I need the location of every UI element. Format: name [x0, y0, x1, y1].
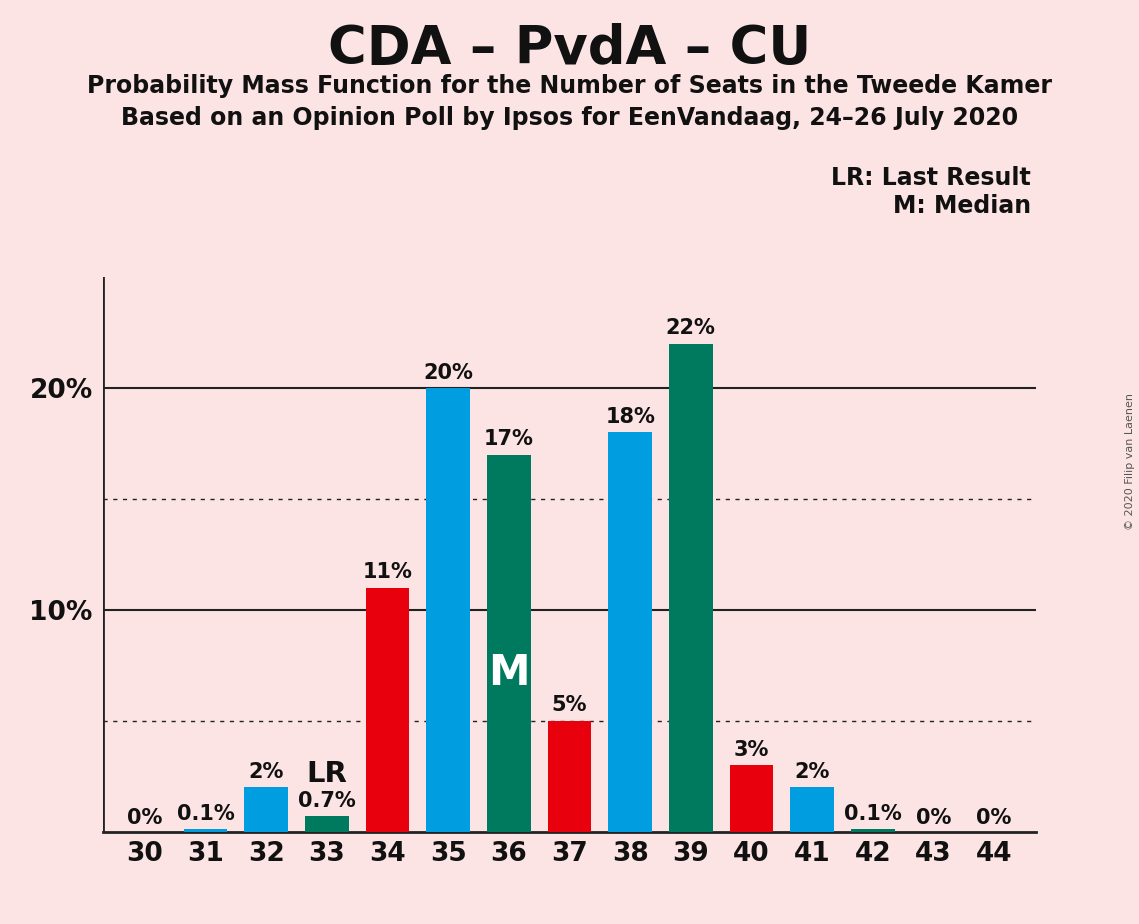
- Bar: [183, 830, 228, 832]
- Text: LR: LR: [306, 760, 347, 788]
- Text: 3%: 3%: [734, 739, 769, 760]
- Bar: [305, 816, 349, 832]
- Text: 18%: 18%: [605, 407, 655, 427]
- Text: M: Median: M: Median: [893, 194, 1031, 218]
- Text: 2%: 2%: [248, 761, 284, 782]
- Text: 0.1%: 0.1%: [844, 804, 902, 824]
- Text: 0.1%: 0.1%: [177, 804, 235, 824]
- Bar: [548, 721, 591, 832]
- Text: M: M: [489, 652, 530, 694]
- Text: 0%: 0%: [128, 808, 163, 828]
- Text: 17%: 17%: [484, 429, 534, 449]
- Text: 0.7%: 0.7%: [298, 791, 355, 810]
- Bar: [790, 787, 834, 832]
- Bar: [366, 588, 409, 832]
- Bar: [608, 432, 652, 832]
- Text: 5%: 5%: [551, 695, 588, 715]
- Bar: [730, 765, 773, 832]
- Bar: [669, 344, 713, 832]
- Text: Probability Mass Function for the Number of Seats in the Tweede Kamer: Probability Mass Function for the Number…: [87, 74, 1052, 98]
- Bar: [245, 787, 288, 832]
- Bar: [851, 830, 894, 832]
- Bar: [426, 388, 470, 832]
- Text: LR: Last Result: LR: Last Result: [831, 166, 1031, 190]
- Text: 2%: 2%: [794, 761, 830, 782]
- Text: 0%: 0%: [916, 808, 951, 828]
- Text: 0%: 0%: [976, 808, 1011, 828]
- Text: Based on an Opinion Poll by Ipsos for EenVandaag, 24–26 July 2020: Based on an Opinion Poll by Ipsos for Ee…: [121, 106, 1018, 130]
- Text: 20%: 20%: [424, 362, 473, 383]
- Text: © 2020 Filip van Laenen: © 2020 Filip van Laenen: [1125, 394, 1134, 530]
- Bar: [487, 455, 531, 832]
- Text: 11%: 11%: [362, 562, 412, 582]
- Text: 22%: 22%: [666, 318, 715, 338]
- Text: CDA – PvdA – CU: CDA – PvdA – CU: [328, 23, 811, 75]
